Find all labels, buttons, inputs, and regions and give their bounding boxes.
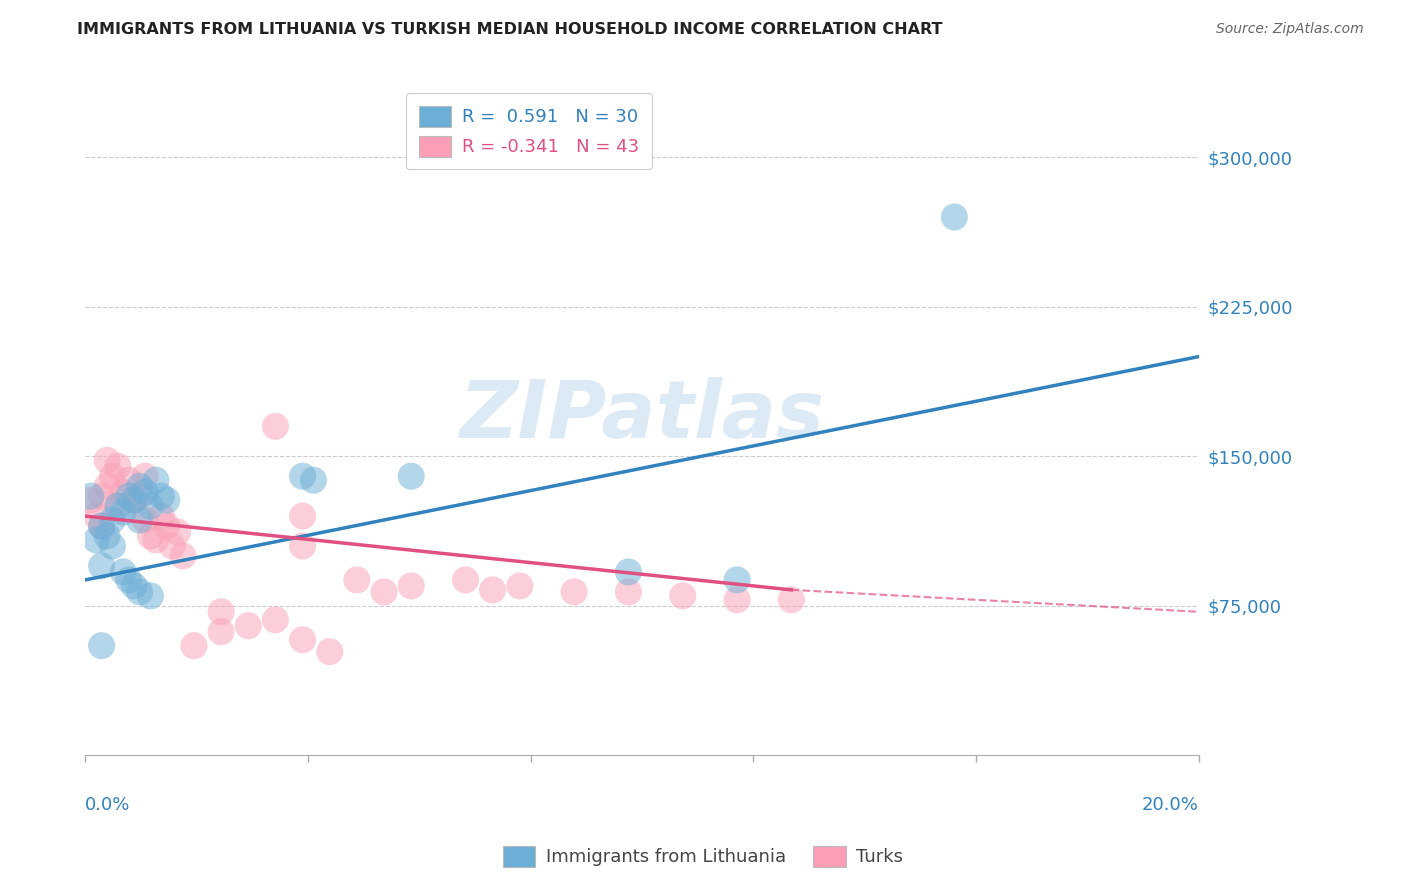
Point <box>373 585 395 599</box>
Point <box>399 469 422 483</box>
Point <box>128 585 150 599</box>
Point <box>209 605 232 619</box>
Point <box>145 473 167 487</box>
Legend: Immigrants from Lithuania, Turks: Immigrants from Lithuania, Turks <box>495 838 911 874</box>
Point <box>80 493 103 508</box>
Point <box>80 489 103 503</box>
Point <box>156 519 179 533</box>
Point <box>101 539 124 553</box>
Point <box>139 529 162 543</box>
Point <box>139 499 162 513</box>
Point <box>725 573 748 587</box>
Text: IMMIGRANTS FROM LITHUANIA VS TURKISH MEDIAN HOUSEHOLD INCOME CORRELATION CHART: IMMIGRANTS FROM LITHUANIA VS TURKISH MED… <box>77 22 943 37</box>
Point <box>84 533 107 547</box>
Point <box>291 632 314 647</box>
Point <box>346 573 368 587</box>
Point <box>96 479 118 493</box>
Text: ZIPatlas: ZIPatlas <box>460 377 824 456</box>
Point <box>128 489 150 503</box>
Point <box>122 493 145 508</box>
Point <box>145 533 167 547</box>
Point <box>128 513 150 527</box>
Point <box>166 524 188 539</box>
Point <box>617 565 640 579</box>
Point <box>264 613 287 627</box>
Point <box>172 549 194 563</box>
Point <box>84 509 107 524</box>
Point <box>118 473 141 487</box>
Point <box>122 579 145 593</box>
Point <box>96 453 118 467</box>
Text: 0.0%: 0.0% <box>86 796 131 814</box>
Point <box>150 489 173 503</box>
Point <box>160 539 183 553</box>
Point <box>319 645 342 659</box>
Point <box>725 592 748 607</box>
Point <box>134 469 156 483</box>
Point <box>139 589 162 603</box>
Point <box>90 519 112 533</box>
Point <box>101 469 124 483</box>
Point <box>107 499 129 513</box>
Text: Source: ZipAtlas.com: Source: ZipAtlas.com <box>1216 22 1364 37</box>
Point <box>118 489 141 503</box>
Point <box>509 579 531 593</box>
Point <box>96 529 118 543</box>
Point <box>90 639 112 653</box>
Point <box>101 513 124 527</box>
Point <box>291 469 314 483</box>
Point <box>562 585 585 599</box>
Point <box>112 505 135 519</box>
Point <box>128 479 150 493</box>
Point <box>302 473 325 487</box>
Text: 20.0%: 20.0% <box>1142 796 1199 814</box>
Point <box>122 493 145 508</box>
Point <box>112 565 135 579</box>
Point <box>134 513 156 527</box>
Point <box>134 485 156 500</box>
Point <box>209 624 232 639</box>
Point <box>90 558 112 573</box>
Point <box>454 573 477 587</box>
Point <box>238 619 260 633</box>
Point <box>264 419 287 434</box>
Point <box>291 509 314 524</box>
Point <box>118 573 141 587</box>
Point <box>107 499 129 513</box>
Point <box>672 589 695 603</box>
Point <box>90 489 112 503</box>
Point <box>112 485 135 500</box>
Point <box>617 585 640 599</box>
Point <box>90 519 112 533</box>
Point <box>150 509 173 524</box>
Point <box>780 592 803 607</box>
Point <box>399 579 422 593</box>
Point <box>943 210 966 224</box>
Point <box>291 539 314 553</box>
Point <box>481 582 503 597</box>
Legend: R =  0.591   N = 30, R = -0.341   N = 43: R = 0.591 N = 30, R = -0.341 N = 43 <box>406 94 652 169</box>
Point <box>107 459 129 474</box>
Point <box>156 493 179 508</box>
Point <box>183 639 205 653</box>
